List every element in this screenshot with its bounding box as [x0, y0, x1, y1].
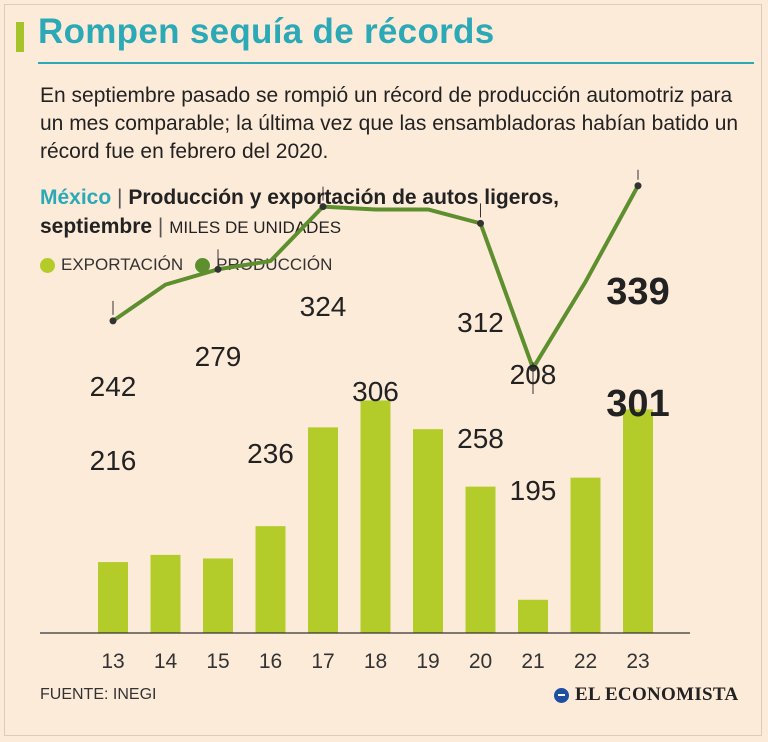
- export-bar-19: [413, 429, 443, 633]
- x-tick-label-23: 23: [626, 650, 649, 673]
- production-point-15: [214, 265, 222, 273]
- export-value-label-16: 236: [247, 438, 294, 469]
- x-tick-label-15: 15: [206, 650, 229, 673]
- x-tick-label-14: 14: [154, 650, 178, 673]
- x-tick-label-22: 22: [574, 650, 597, 673]
- export-value-label-21: 195: [510, 475, 557, 506]
- source-note: FUENTE: INEGI: [40, 686, 157, 703]
- x-tick-label-16: 16: [259, 650, 282, 673]
- chart-subtitle: México | Producción y exportación de aut…: [40, 183, 720, 242]
- export-value-label-18: 306: [352, 376, 399, 407]
- legend-item-production: PRODUCCIÓN: [195, 255, 332, 275]
- brand-icon: [554, 687, 569, 703]
- x-tick-label-13: 13: [101, 650, 124, 673]
- export-value-label-23: 301: [606, 383, 669, 425]
- export-bar-23: [623, 409, 653, 633]
- export-bar-22: [570, 477, 601, 633]
- x-tick-label-21: 21: [521, 650, 544, 673]
- brand-name: EL ECONOMISTA: [575, 684, 739, 705]
- production-value-label-17: 324: [300, 291, 347, 322]
- x-tick-label-19: 19: [416, 650, 439, 673]
- subtitle-separator: |: [117, 186, 123, 209]
- intro-text: En septiembre pasado se rompió un récord…: [40, 84, 739, 163]
- chart-legend: EXPORTACIÓN PRODUCCIÓN: [40, 253, 344, 277]
- export-value-label-20: 258: [457, 423, 504, 454]
- export-bar-18: [360, 400, 391, 633]
- production-point-20: [477, 219, 484, 227]
- export-bar-14: [150, 554, 181, 633]
- legend-production-swatch: [195, 257, 211, 273]
- production-value-label-15: 279: [195, 341, 242, 372]
- page-title: Rompen sequía de récords: [38, 12, 495, 51]
- x-tick-label-20: 20: [469, 650, 492, 673]
- export-bar-13: [98, 562, 128, 633]
- export-bar-21: [518, 599, 548, 633]
- title-divider: [38, 62, 754, 64]
- legend-item-export: EXPORTACIÓN: [40, 255, 183, 275]
- subtitle-country: México: [40, 186, 112, 209]
- production-value-label-21: 208: [510, 359, 557, 390]
- x-tick-label-17: 17: [311, 650, 334, 673]
- export-bar-20: [465, 486, 496, 633]
- subtitle-separator-2: |: [157, 215, 164, 238]
- graphic-frame: [4, 4, 762, 736]
- export-bar-16: [255, 526, 286, 633]
- legend-export-label: EXPORTACIÓN: [61, 255, 184, 274]
- x-tick-label-18: 18: [364, 650, 387, 673]
- production-point-23: [634, 182, 642, 190]
- export-bar-15: [203, 558, 233, 633]
- production-point-13: [109, 317, 117, 325]
- production-value-label-23: 339: [606, 271, 669, 313]
- production-value-label-20: 312: [457, 307, 504, 338]
- legend-production-label: PRODUCCIÓN: [216, 255, 333, 274]
- title-accent-bar: [16, 22, 24, 52]
- production-value-label-13: 242: [90, 371, 137, 402]
- brand-logo: EL ECONOMISTA: [554, 684, 739, 706]
- subtitle-name-line1: Producción y exportación de autos ligero…: [128, 186, 559, 209]
- export-value-label-13: 216: [90, 445, 137, 476]
- legend-export-swatch: [40, 257, 55, 273]
- production-point-17: [319, 203, 327, 211]
- export-bar-17: [308, 427, 338, 633]
- subtitle-name-line2: septiembre: [40, 215, 153, 238]
- production-line: [111, 184, 640, 371]
